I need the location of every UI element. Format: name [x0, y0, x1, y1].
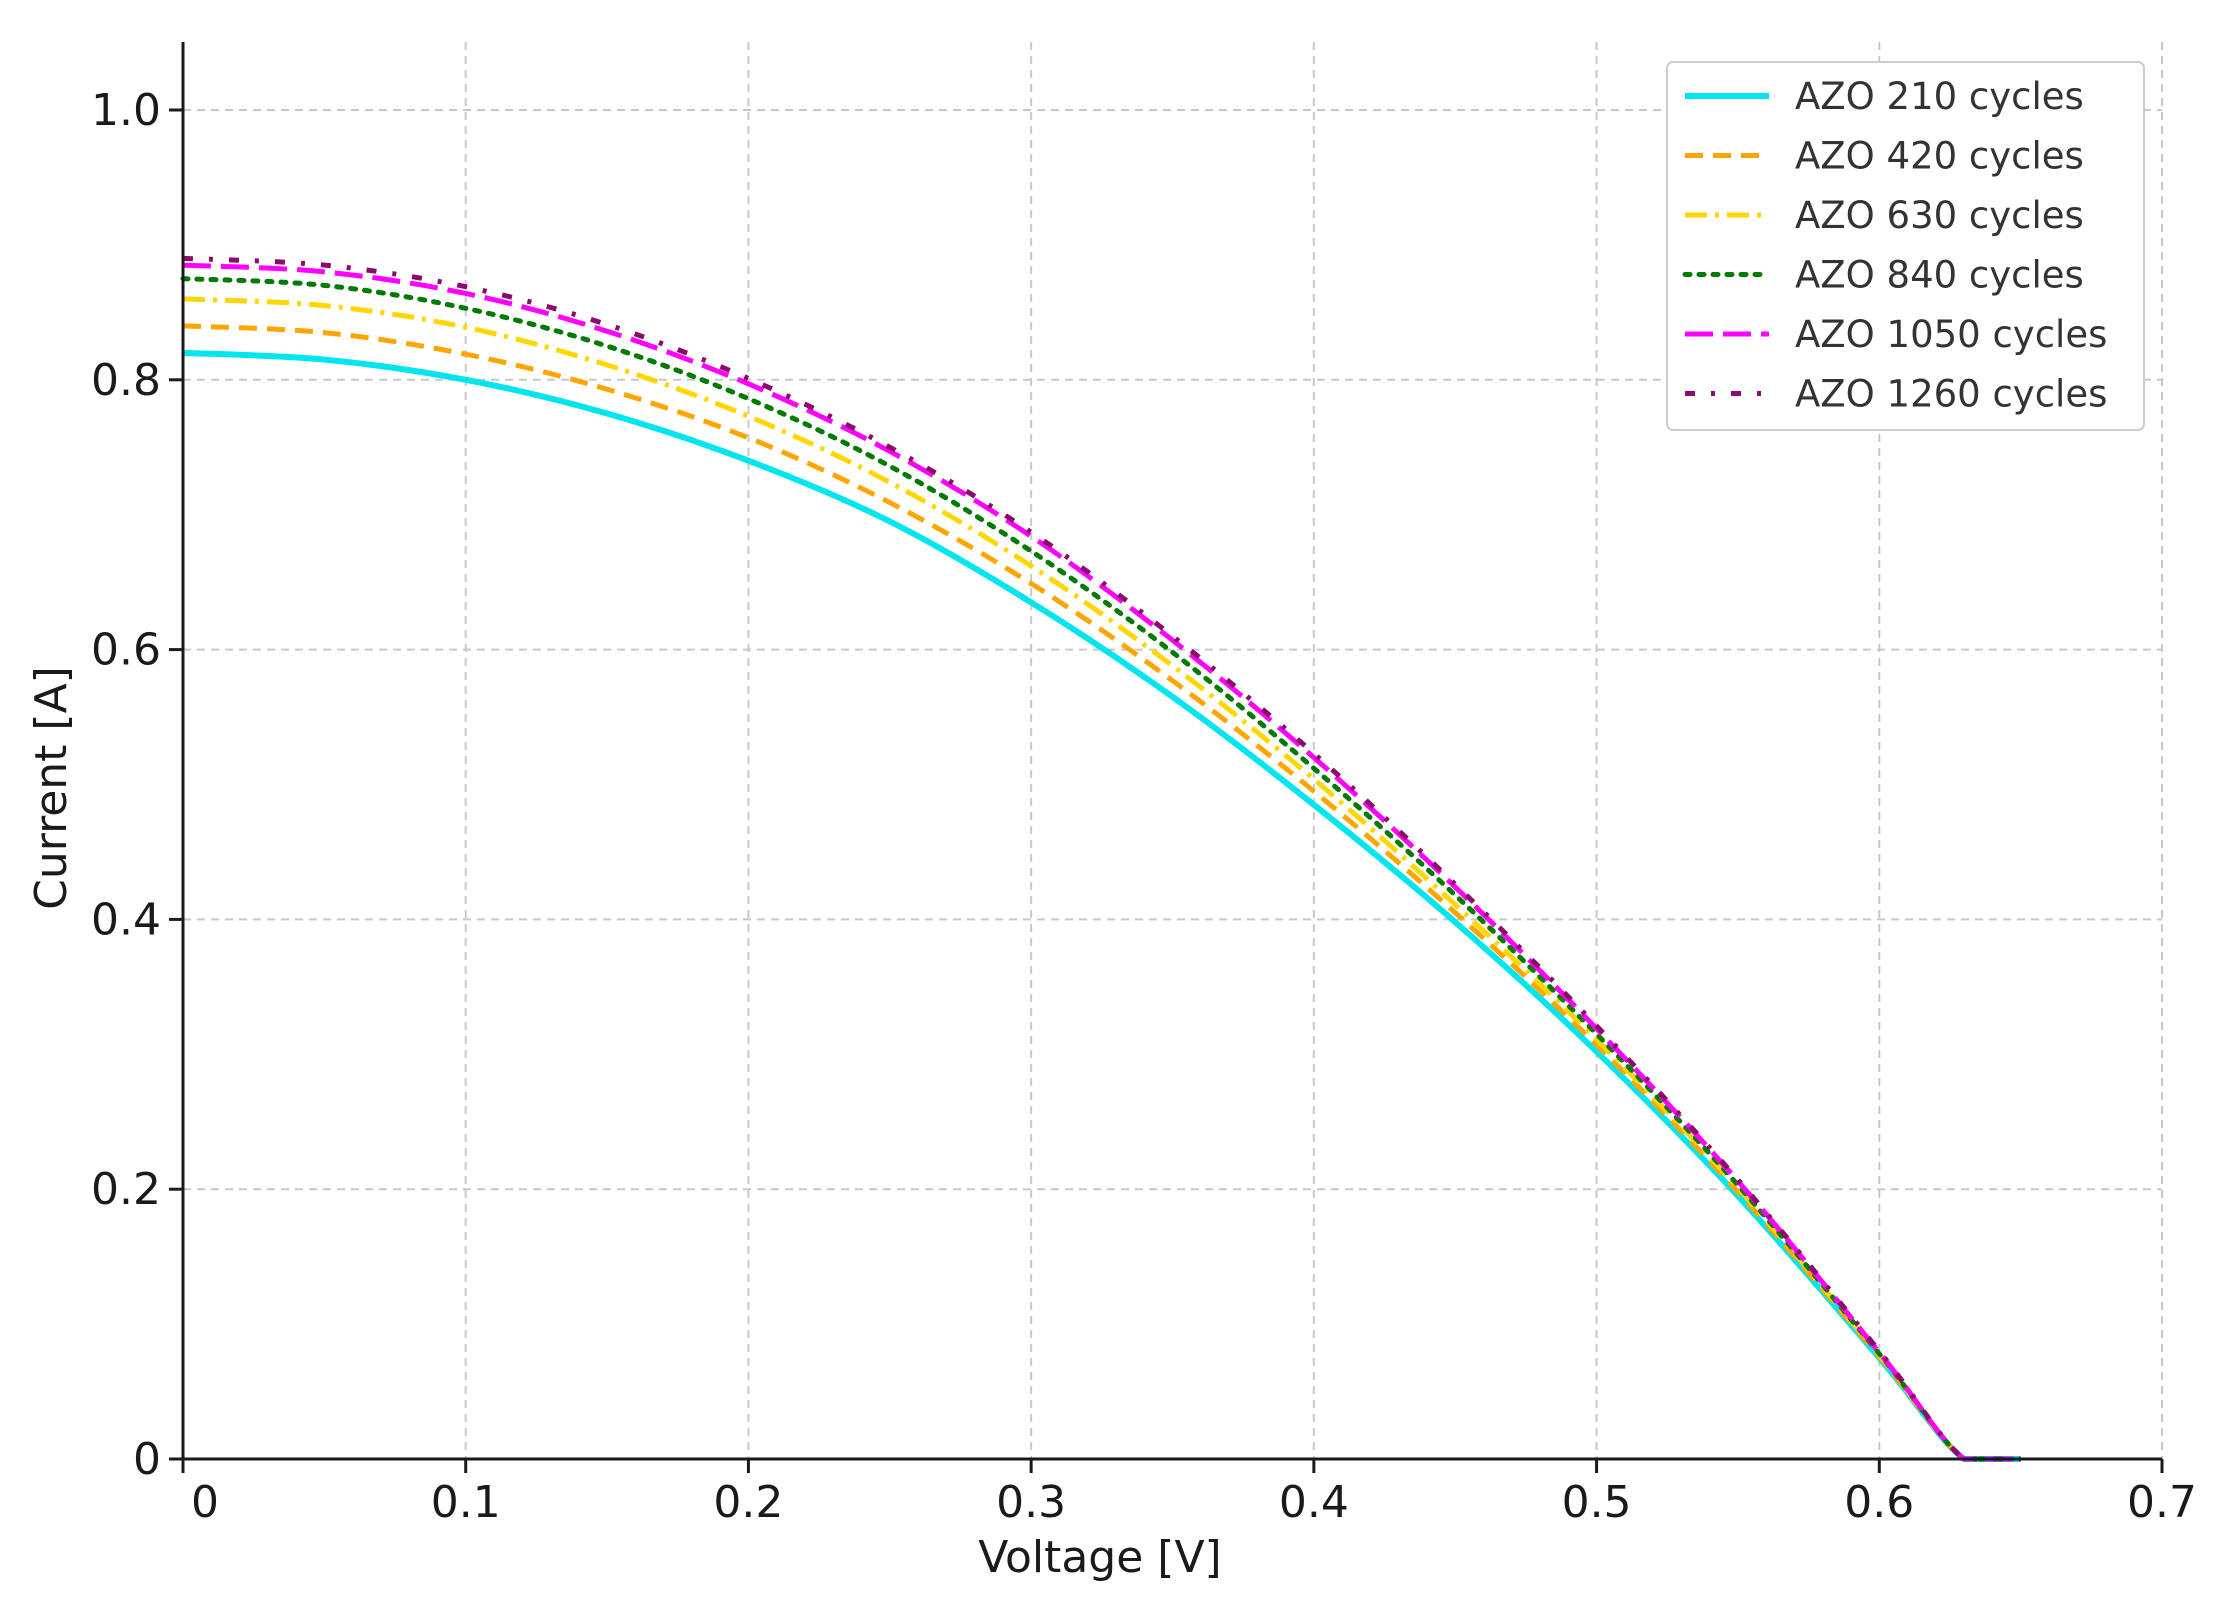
legend-label: AZO 420 cycles [1795, 135, 2084, 178]
y-tick-label: 0 [133, 1434, 161, 1485]
grid [183, 42, 2163, 1459]
series-line-azo-420-cycles [182, 323, 2021, 1462]
x-tick-label: 0.5 [1562, 1477, 1632, 1528]
legend-box [1666, 61, 2145, 431]
y-axis-label: Current [A] [26, 666, 77, 910]
series-line-azo-1050-cycles [182, 262, 2021, 1462]
x-tick-label: 0.6 [1844, 1477, 1914, 1528]
legend-label: AZO 630 cycles [1795, 194, 2084, 237]
y-tick-label: 1.0 [91, 85, 161, 136]
x-axis-label: Voltage [V] [978, 1532, 1221, 1583]
legend-label: AZO 1260 cycles [1795, 373, 2107, 416]
x-tick-label: 0.3 [996, 1477, 1066, 1528]
ticks: 0 0.1 0.2 0.3 0.4 0.5 0.6 0.7 0 0.2 0.4 0.6 0.8 1.0 [91, 85, 2197, 1528]
x-tick-label: 0.2 [713, 1477, 783, 1528]
series-line-azo-840-cycles [180, 276, 2024, 1462]
x-tick-label: 0 [191, 1477, 219, 1528]
x-tick-label: 0.7 [2127, 1477, 2197, 1528]
series-line-azo-210-cycles [182, 349, 2021, 1462]
x-tick-label: 0.4 [1279, 1477, 1349, 1528]
y-tick-label: 0.6 [91, 625, 161, 676]
y-tick-label: 0.2 [91, 1164, 161, 1215]
legend-label: AZO 210 cycles [1795, 75, 2084, 118]
series-lines [180, 255, 2024, 1462]
legend-label: AZO 1050 cycles [1795, 313, 2107, 356]
series-line-azo-630-cycles [182, 296, 2021, 1462]
legend: AZO 210 cycles AZO 420 cycles AZO 630 cycl… [1666, 61, 2145, 431]
y-tick-label: 0.8 [91, 355, 161, 406]
y-tick-label: 0.4 [91, 894, 161, 945]
axes [181, 42, 2162, 1461]
x-tick-label: 0.1 [431, 1477, 501, 1528]
legend-label: AZO 840 cycles [1795, 254, 2084, 297]
series-line-azo-1260-cycles [182, 255, 2021, 1462]
